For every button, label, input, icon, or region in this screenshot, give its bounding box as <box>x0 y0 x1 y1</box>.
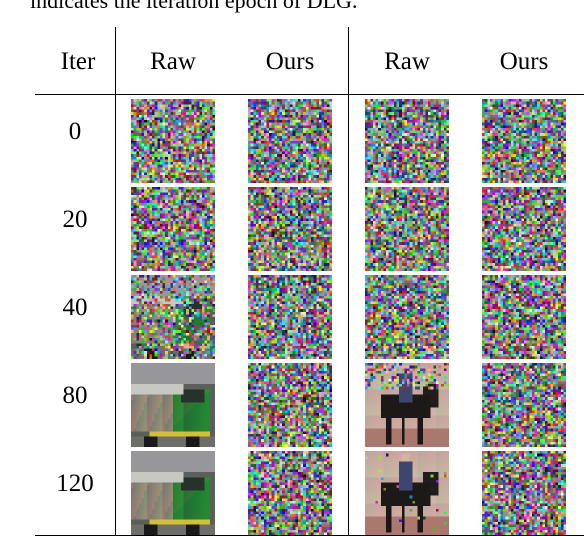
image-cell-r0-c2 <box>365 99 449 183</box>
image-cell-r0-c1 <box>248 99 332 183</box>
image-cell-r1-c0 <box>131 187 215 271</box>
header-raw-1: Raw <box>150 48 196 75</box>
image-cell-r2-c0 <box>131 275 215 359</box>
column-divider-iter <box>115 27 116 536</box>
image-cell-r3-c1 <box>248 363 332 447</box>
image-cell-r4-c1 <box>248 451 332 535</box>
image-cell-r2-c2 <box>365 275 449 359</box>
image-cell-r1-c3 <box>482 187 566 271</box>
header-ours-1: Ours <box>265 48 315 75</box>
header-rule <box>35 94 584 95</box>
iter-label-20: 20 <box>62 206 88 233</box>
image-cell-r1-c1 <box>248 187 332 271</box>
image-cell-r1-c2 <box>365 187 449 271</box>
image-cell-r3-c3 <box>482 363 566 447</box>
image-cell-r0-c0 <box>131 99 215 183</box>
iter-label-120: 120 <box>56 470 94 497</box>
table-caption: indicates the iteration epoch of DLG. <box>30 0 358 13</box>
image-cell-r3-c0 <box>131 363 215 447</box>
iter-label-80: 80 <box>62 382 88 409</box>
image-cell-r4-c3 <box>482 451 566 535</box>
header-raw-2: Raw <box>384 48 430 75</box>
iter-label-40: 40 <box>62 294 88 321</box>
image-cell-r4-c0 <box>131 451 215 535</box>
header-ours-2: Ours <box>499 48 549 75</box>
image-cell-r2-c1 <box>248 275 332 359</box>
column-divider-middle <box>348 27 349 536</box>
image-cell-r4-c2 <box>365 451 449 535</box>
header-iter: Iter <box>60 48 96 75</box>
image-cell-r0-c3 <box>482 99 566 183</box>
image-cell-r3-c2 <box>365 363 449 447</box>
image-cell-r2-c3 <box>482 275 566 359</box>
iter-label-0: 0 <box>68 118 82 145</box>
